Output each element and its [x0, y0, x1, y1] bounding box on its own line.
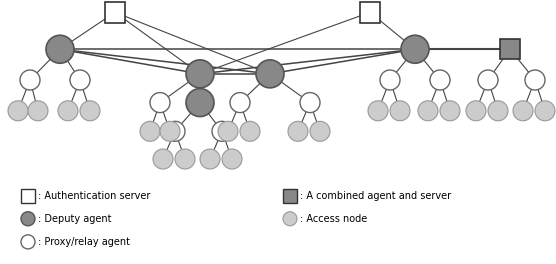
Text: : A combined agent and server: : A combined agent and server	[300, 191, 451, 201]
Ellipse shape	[240, 121, 260, 141]
Ellipse shape	[418, 101, 438, 121]
Ellipse shape	[140, 121, 160, 141]
Bar	[360, 2, 380, 22]
Ellipse shape	[186, 60, 214, 88]
Ellipse shape	[175, 149, 195, 169]
Ellipse shape	[535, 101, 555, 121]
Ellipse shape	[153, 149, 173, 169]
Ellipse shape	[46, 35, 74, 63]
Ellipse shape	[488, 101, 508, 121]
Ellipse shape	[401, 35, 429, 63]
Ellipse shape	[150, 93, 170, 112]
Ellipse shape	[186, 89, 214, 117]
Ellipse shape	[8, 101, 28, 121]
Ellipse shape	[300, 93, 320, 112]
Ellipse shape	[222, 149, 242, 169]
Text: : Proxy/relay agent: : Proxy/relay agent	[38, 237, 130, 247]
Bar	[21, 188, 35, 203]
Text: : Access node: : Access node	[300, 214, 368, 224]
Ellipse shape	[380, 70, 400, 90]
Ellipse shape	[288, 121, 308, 141]
Circle shape	[21, 235, 35, 249]
Bar	[105, 2, 125, 22]
Ellipse shape	[165, 121, 185, 141]
Text: : Deputy agent: : Deputy agent	[38, 214, 112, 224]
Ellipse shape	[368, 101, 388, 121]
Ellipse shape	[160, 121, 180, 141]
Circle shape	[283, 212, 297, 226]
Ellipse shape	[430, 70, 450, 90]
Bar	[283, 188, 297, 203]
Ellipse shape	[466, 101, 486, 121]
Ellipse shape	[310, 121, 330, 141]
Ellipse shape	[200, 149, 220, 169]
Ellipse shape	[70, 70, 90, 90]
Bar	[500, 39, 520, 59]
Ellipse shape	[80, 101, 100, 121]
Ellipse shape	[513, 101, 533, 121]
Ellipse shape	[20, 70, 40, 90]
Ellipse shape	[256, 60, 284, 88]
Text: : Authentication server: : Authentication server	[38, 191, 150, 201]
Ellipse shape	[478, 70, 498, 90]
Ellipse shape	[218, 121, 238, 141]
Ellipse shape	[58, 101, 78, 121]
Ellipse shape	[230, 93, 250, 112]
Ellipse shape	[212, 121, 232, 141]
Ellipse shape	[28, 101, 48, 121]
Circle shape	[21, 212, 35, 226]
Ellipse shape	[525, 70, 545, 90]
Ellipse shape	[390, 101, 410, 121]
Ellipse shape	[440, 101, 460, 121]
